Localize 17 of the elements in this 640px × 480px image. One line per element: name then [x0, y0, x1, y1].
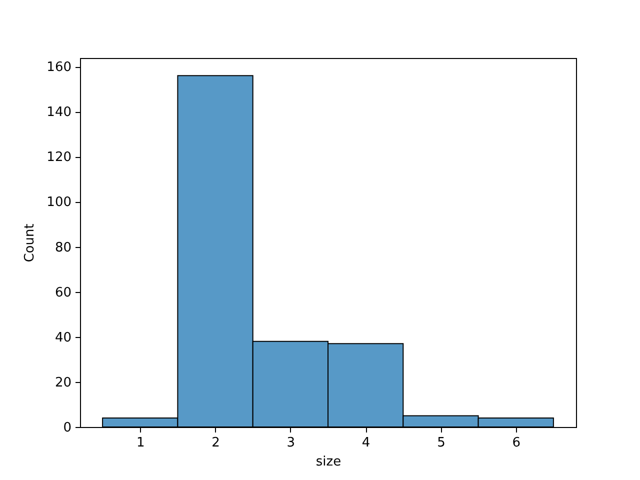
x-axis-title: size [316, 454, 342, 470]
y-tick-label: 80 [54, 240, 72, 256]
x-tick-label: 3 [286, 436, 296, 450]
x-tick-label: 1 [136, 436, 145, 450]
y-tick-label: 140 [46, 105, 72, 120]
x-tick-label: 5 [437, 436, 446, 450]
x-tick-label: 2 [212, 436, 220, 450]
y-axis-title: Count [22, 224, 38, 262]
x-tick-label: 4 [362, 436, 370, 450]
y-tick-label: 100 [46, 195, 72, 210]
y-tick-label: 40 [54, 330, 72, 346]
y-tick-label: 160 [46, 60, 72, 76]
y-tick-label: 60 [54, 285, 72, 300]
x-tick-label: 6 [512, 436, 521, 450]
y-tick-label: 120 [46, 150, 72, 166]
y-tick-label: 0 [63, 420, 72, 436]
y-tick-label: 20 [54, 375, 72, 390]
